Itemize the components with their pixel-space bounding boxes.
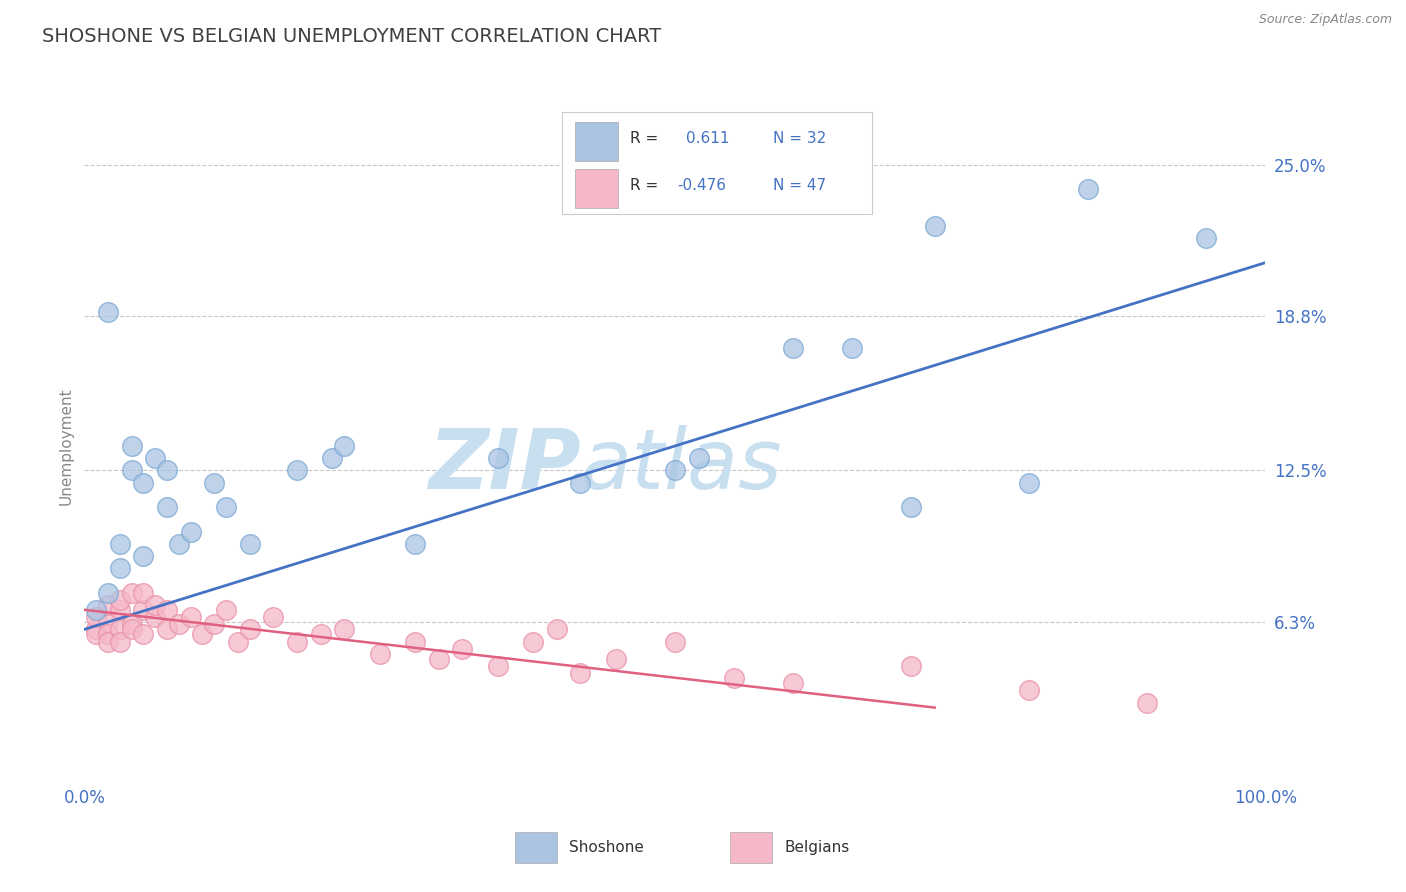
Point — [522, 634, 544, 648]
Point — [156, 603, 179, 617]
Text: Belgians: Belgians — [785, 840, 849, 855]
Point — [688, 451, 710, 466]
Point — [97, 627, 120, 641]
Text: atlas: atlas — [581, 425, 782, 507]
Point — [723, 671, 745, 685]
Point — [132, 603, 155, 617]
Point — [451, 641, 474, 656]
Point — [841, 341, 863, 355]
Text: Source: ZipAtlas.com: Source: ZipAtlas.com — [1258, 13, 1392, 27]
Point — [132, 475, 155, 490]
Point — [368, 647, 391, 661]
Point — [900, 500, 922, 515]
Point — [121, 617, 143, 632]
Point — [108, 593, 131, 607]
Point — [143, 598, 166, 612]
Point — [1077, 182, 1099, 196]
Point — [285, 463, 308, 477]
Point — [215, 603, 238, 617]
Point — [486, 659, 509, 673]
Point — [664, 634, 686, 648]
Point — [664, 463, 686, 477]
Point — [84, 603, 107, 617]
Point — [262, 610, 284, 624]
Point — [108, 537, 131, 551]
Point — [108, 634, 131, 648]
Bar — [515, 832, 557, 863]
Point — [191, 627, 214, 641]
Point — [156, 623, 179, 637]
Text: N = 32: N = 32 — [773, 130, 825, 145]
Text: SHOSHONE VS BELGIAN UNEMPLOYMENT CORRELATION CHART: SHOSHONE VS BELGIAN UNEMPLOYMENT CORRELA… — [42, 27, 661, 45]
Point — [546, 623, 568, 637]
Point — [427, 651, 450, 665]
Point — [202, 617, 225, 632]
Point — [226, 634, 249, 648]
Point — [180, 610, 202, 624]
Point — [121, 585, 143, 599]
Point — [132, 585, 155, 599]
Point — [900, 659, 922, 673]
Point — [108, 603, 131, 617]
Point — [84, 623, 107, 637]
Point — [132, 627, 155, 641]
Point — [569, 666, 592, 681]
Text: 0.611: 0.611 — [686, 130, 730, 145]
Y-axis label: Unemployment: Unemployment — [58, 387, 73, 505]
Point — [321, 451, 343, 466]
Point — [202, 475, 225, 490]
Point — [84, 610, 107, 624]
Point — [156, 500, 179, 515]
Text: -0.476: -0.476 — [676, 178, 725, 193]
Point — [285, 634, 308, 648]
Bar — [575, 122, 619, 161]
Point — [333, 439, 356, 453]
Point — [97, 615, 120, 629]
Text: R =: R = — [630, 130, 658, 145]
Point — [121, 439, 143, 453]
Point — [97, 304, 120, 318]
Point — [132, 549, 155, 563]
Point — [605, 651, 627, 665]
Point — [309, 627, 332, 641]
Point — [215, 500, 238, 515]
Text: ZIP: ZIP — [427, 425, 581, 507]
Point — [121, 463, 143, 477]
Point — [333, 623, 356, 637]
Point — [569, 475, 592, 490]
Point — [84, 627, 107, 641]
Point — [108, 561, 131, 575]
Point — [167, 617, 190, 632]
Text: N = 47: N = 47 — [773, 178, 825, 193]
Point — [121, 623, 143, 637]
Bar — [575, 169, 619, 208]
Point — [1136, 696, 1159, 710]
Text: R =: R = — [630, 178, 658, 193]
Point — [97, 598, 120, 612]
Point — [143, 451, 166, 466]
Point — [1195, 231, 1218, 245]
Point — [239, 537, 262, 551]
Point — [143, 610, 166, 624]
Bar — [730, 832, 772, 863]
Point — [156, 463, 179, 477]
Point — [782, 341, 804, 355]
Point — [180, 524, 202, 539]
Point — [239, 623, 262, 637]
Point — [404, 537, 426, 551]
Point — [782, 676, 804, 690]
Text: Shoshone: Shoshone — [569, 840, 644, 855]
Point — [1018, 683, 1040, 698]
Point — [924, 219, 946, 233]
Point — [108, 623, 131, 637]
Point — [404, 634, 426, 648]
Point — [167, 537, 190, 551]
Point — [97, 634, 120, 648]
Point — [97, 585, 120, 599]
Point — [1018, 475, 1040, 490]
Point — [486, 451, 509, 466]
